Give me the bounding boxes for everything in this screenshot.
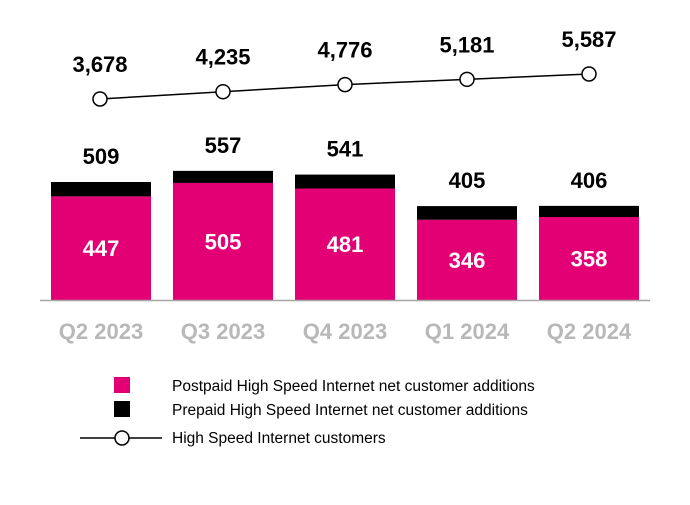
legend-label-customers: High Speed Internet customers (172, 430, 386, 447)
x-tick-label: Q4 2023 (303, 319, 387, 344)
line-data-label: 4,776 (317, 38, 372, 63)
line-point (215, 83, 231, 100)
legend-swatch-postpaid (114, 377, 130, 393)
bar-prepaid (295, 174, 395, 189)
bar-postpaid (417, 219, 517, 300)
legend-label-postpaid: Postpaid High Speed Internet net custome… (172, 378, 535, 395)
total-data-label: 509 (83, 144, 120, 169)
postpaid-data-label: 481 (327, 232, 364, 257)
line-data-label: 3,678 (72, 52, 127, 77)
line-point (92, 91, 108, 107)
line-data-label: 5,587 (561, 27, 616, 52)
legend-label-prepaid: Prepaid High Speed Internet net customer… (172, 402, 528, 419)
line-point (581, 66, 597, 82)
bar-prepaid (51, 182, 151, 197)
x-tick-label: Q1 2024 (425, 319, 510, 344)
total-data-label: 406 (571, 168, 608, 193)
bar-prepaid (173, 170, 273, 183)
bar-prepaid (539, 205, 639, 218)
legend: Postpaid High Speed Internet net custome… (80, 377, 535, 447)
bar-postpaid (295, 188, 395, 300)
postpaid-data-label: 505 (205, 229, 242, 254)
x-tick-label: Q3 2023 (181, 319, 265, 344)
line-point (337, 76, 353, 93)
x-tick-label: Q2 2024 (547, 319, 632, 344)
line-point (459, 71, 475, 88)
postpaid-data-label: 447 (83, 236, 120, 261)
x-tick-label: Q2 2023 (59, 319, 143, 344)
legend-line-marker (114, 430, 130, 446)
line-data-label: 5,181 (439, 32, 494, 57)
total-data-label: 557 (205, 133, 242, 158)
line-data-label: 4,235 (195, 45, 250, 70)
total-data-label: 541 (327, 137, 364, 162)
bar-postpaid (173, 182, 273, 300)
legend-swatch-prepaid (114, 401, 130, 417)
bar-postpaid (539, 217, 639, 300)
postpaid-data-label: 346 (449, 248, 486, 273)
total-data-label: 405 (449, 168, 486, 193)
postpaid-data-label: 358 (571, 247, 608, 272)
bar-postpaid (51, 196, 151, 300)
bar-prepaid (417, 206, 517, 220)
